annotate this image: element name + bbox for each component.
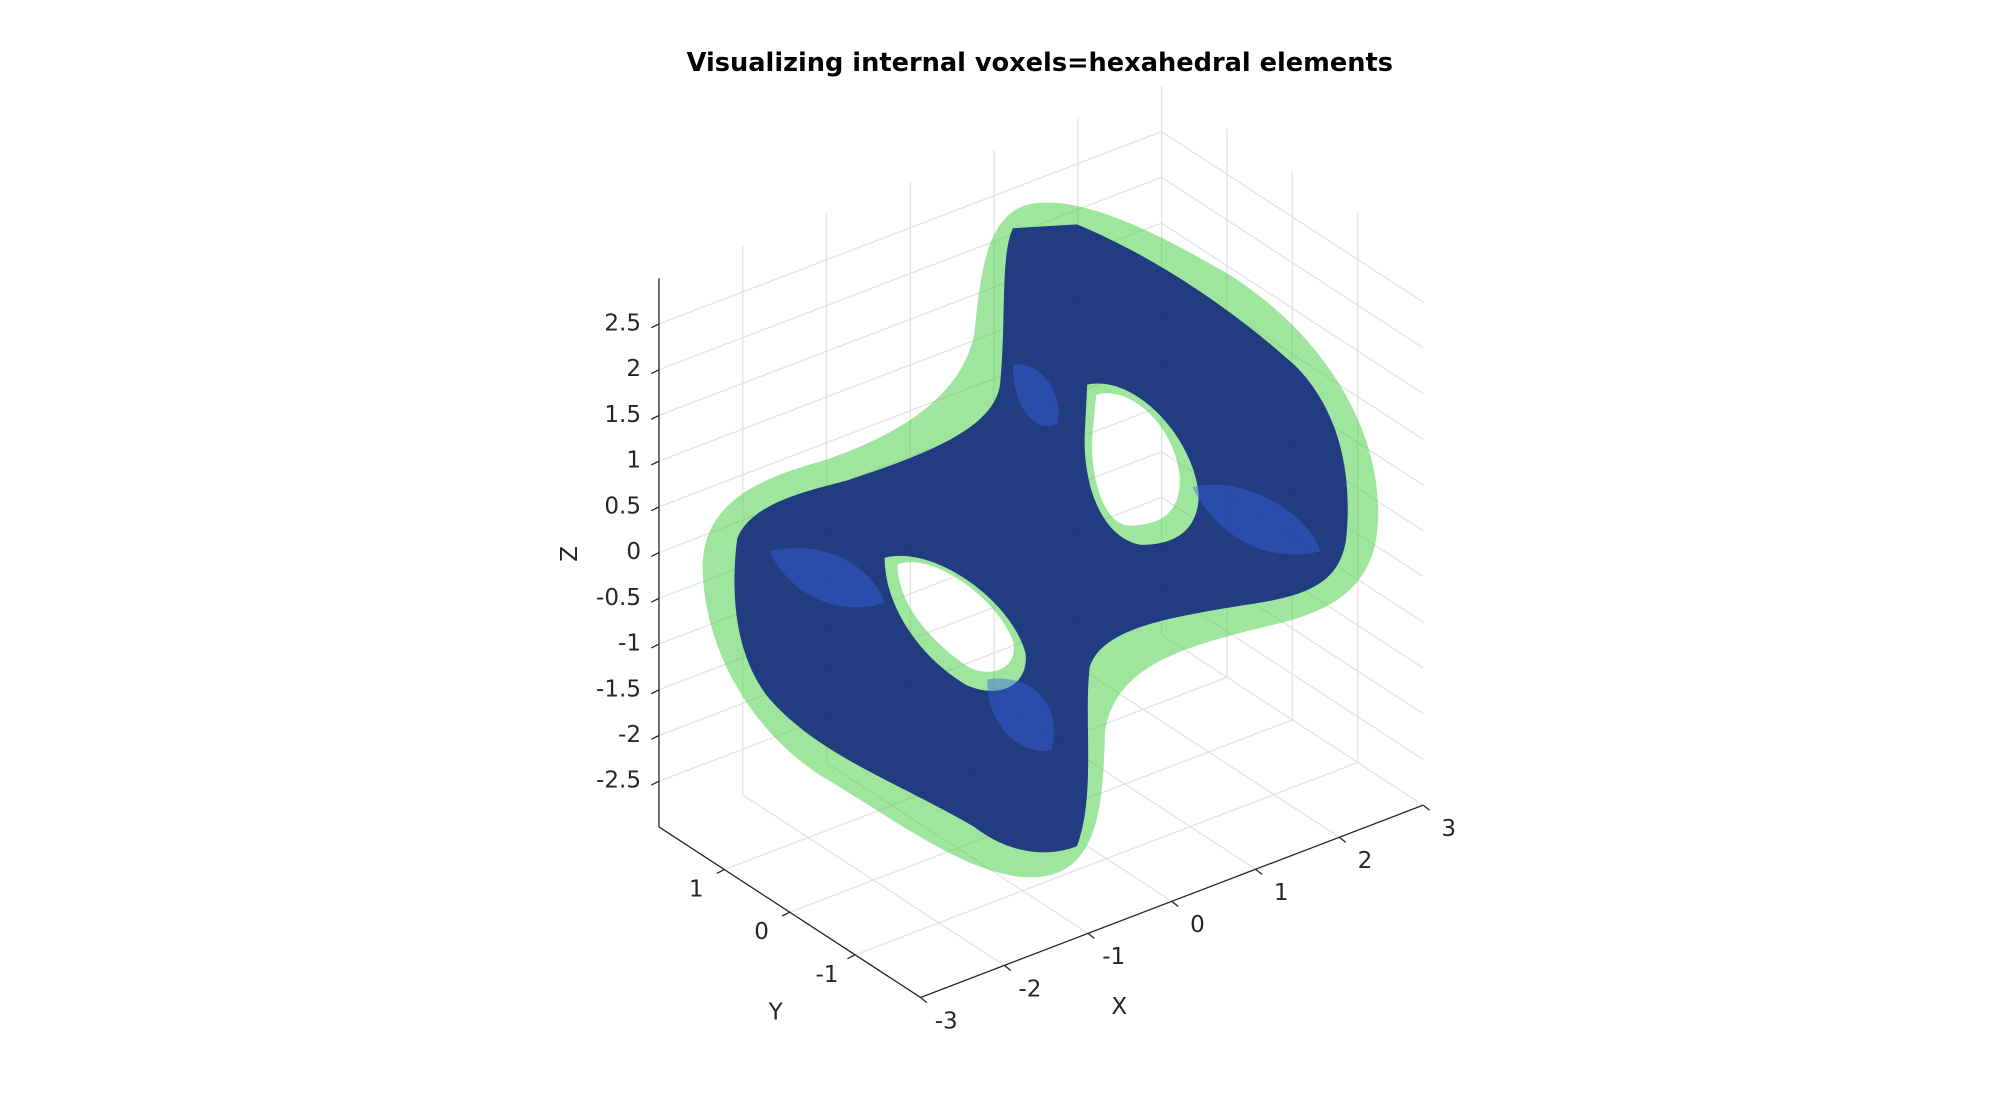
x-tick (1003, 964, 1012, 972)
voxel-volume (734, 224, 1348, 853)
y-tick (847, 954, 856, 960)
z-tick (651, 460, 660, 466)
x-tick (1422, 804, 1430, 811)
x-tick (920, 996, 928, 1004)
grid-line (1161, 222, 1424, 395)
x-tick-label: -3 (935, 1008, 958, 1034)
x-tick (1171, 900, 1179, 907)
y-tick (781, 911, 791, 917)
z-tick-label: 2 (626, 356, 641, 382)
x-tick (1338, 836, 1347, 843)
grid-line (1161, 176, 1424, 349)
x-tick (1087, 932, 1095, 939)
z-tick (651, 323, 660, 329)
z-tick-label: -1.5 (596, 676, 641, 702)
x-tick-label: -1 (1102, 944, 1125, 970)
z-tick (651, 506, 660, 512)
z-tick (651, 369, 660, 375)
z-tick (651, 597, 660, 603)
x-axis-label: X (1111, 994, 1127, 1020)
grid-line (658, 131, 1162, 325)
z-tick (651, 734, 660, 740)
grid-line (854, 761, 1358, 956)
z-tick-label: 1 (626, 448, 641, 474)
z-tick (651, 689, 660, 695)
y-tick-label: 0 (754, 919, 769, 945)
z-tick-label: 0 (626, 539, 641, 565)
surface (702, 202, 1379, 878)
z-axis-label: Z (557, 546, 583, 562)
x-tick-label: 1 (1274, 880, 1289, 906)
z-tick-label: -1 (618, 631, 641, 657)
y-tick-label: 1 (689, 877, 704, 903)
z-tick (651, 414, 660, 420)
z-tick (651, 552, 660, 558)
x-tick-label: 0 (1190, 912, 1205, 938)
z-tick (651, 780, 660, 786)
z-tick-label: 0.5 (604, 493, 641, 519)
z-tick (651, 643, 660, 649)
axes: -2.5 -2 -1.5 -1 -0.5 0 0.5 1 1.5 2 2.5 -3 -2 -1 0 1 2 3 -1… (557, 278, 1456, 1034)
x-tick (1255, 868, 1263, 875)
y-tick (716, 869, 725, 875)
y-tick-label: -1 (815, 962, 838, 988)
chart-title: Visualizing internal voxels=hexahedral e… (687, 48, 1393, 78)
plot-area: Visualizing internal voxels=hexahedral e… (557, 48, 1456, 1034)
grid-line (1161, 131, 1424, 303)
x-tick-label: 3 (1441, 816, 1456, 842)
z-tick-label: -2 (618, 722, 641, 748)
x-tick-label: 2 (1358, 848, 1373, 874)
z-tick-label: -2.5 (596, 768, 641, 794)
z-tick-label: 1.5 (604, 402, 641, 428)
z-tick-label: -0.5 (596, 585, 641, 611)
z-tick-label: 2.5 (604, 310, 641, 336)
x-tick-label: -2 (1018, 976, 1041, 1002)
y-axis-label: Y (768, 999, 784, 1025)
